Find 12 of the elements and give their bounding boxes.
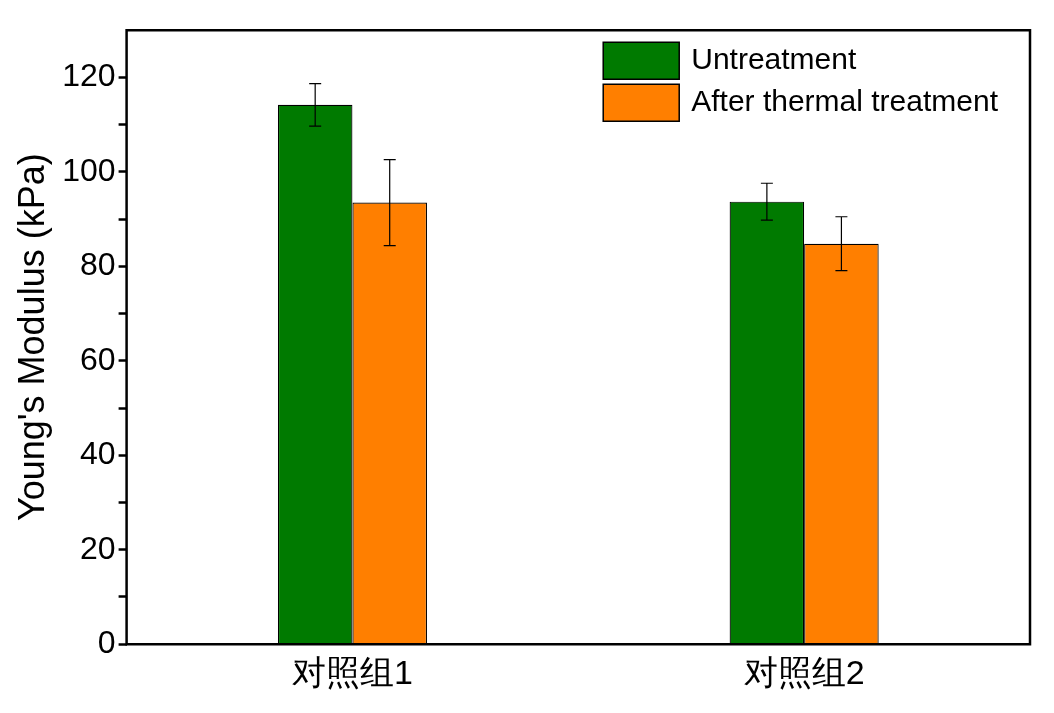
legend-label: After thermal treatment bbox=[691, 84, 999, 118]
y-tick-label: 100 bbox=[62, 151, 116, 188]
y-tick-label: 80 bbox=[80, 246, 116, 283]
y-axis-title: Young's Modulus (kPa) bbox=[10, 153, 52, 522]
x-tick-label: 对照组2 bbox=[743, 652, 865, 691]
x-tick-label: 对照组1 bbox=[291, 652, 413, 691]
y-tick-label: 120 bbox=[62, 57, 116, 94]
y-tick-label: 20 bbox=[80, 529, 116, 566]
legend-label: Untreatment bbox=[691, 42, 857, 76]
y-tick-label: 0 bbox=[97, 624, 116, 661]
y-tick-label: 40 bbox=[80, 435, 116, 472]
y-tick-label: 60 bbox=[80, 340, 116, 377]
